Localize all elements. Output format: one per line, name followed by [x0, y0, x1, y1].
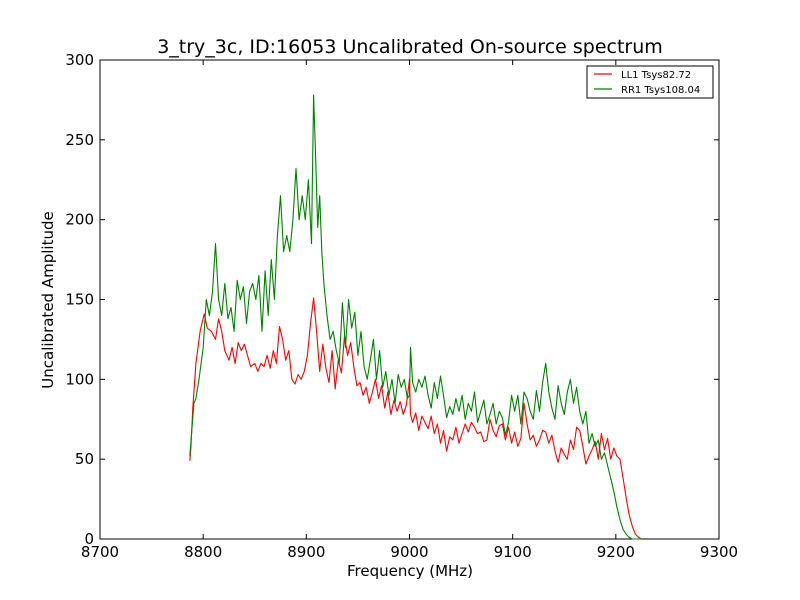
x-axis-label: Frequency (MHz) — [347, 562, 473, 580]
legend-box — [586, 65, 714, 99]
y-tick-label: 0 — [84, 530, 94, 548]
y-tick-label: 100 — [65, 370, 94, 388]
x-tick-label: 8900 — [287, 543, 325, 561]
plot-area — [99, 59, 720, 540]
series-line-rr1 — [189, 94, 642, 540]
x-tick-label: 9000 — [390, 543, 428, 561]
x-axis-ticks: 8700 8800 8900 9000 9100 9200 9300 — [81, 60, 738, 561]
series-layer — [189, 94, 642, 540]
x-tick-label: 8800 — [184, 543, 222, 561]
chart-title: 3_try_3c, ID:16053 Uncalibrated On-sourc… — [157, 36, 663, 58]
x-tick-label: 9300 — [700, 543, 738, 561]
legend-label-rr1: RR1 Tsys108.04 — [621, 85, 700, 96]
y-axis-ticks: 0 50 100 150 200 250 300 — [65, 51, 719, 548]
series-line-ll1 — [189, 297, 642, 540]
x-tick-label: 9100 — [494, 543, 532, 561]
legend-label-ll1: LL1 Tsys82.72 — [621, 70, 691, 81]
x-tick-label: 8700 — [81, 543, 119, 561]
y-tick-label: 300 — [65, 51, 94, 69]
y-tick-label: 50 — [75, 450, 94, 468]
y-axis-label: Uncalibrated Amplitude — [39, 211, 57, 388]
legend: LL1 Tsys82.72 RR1 Tsys108.04 — [586, 65, 714, 99]
x-tick-label: 9200 — [597, 543, 635, 561]
y-tick-label: 200 — [65, 211, 94, 229]
y-tick-label: 150 — [65, 291, 94, 309]
y-tick-label: 250 — [65, 131, 94, 149]
